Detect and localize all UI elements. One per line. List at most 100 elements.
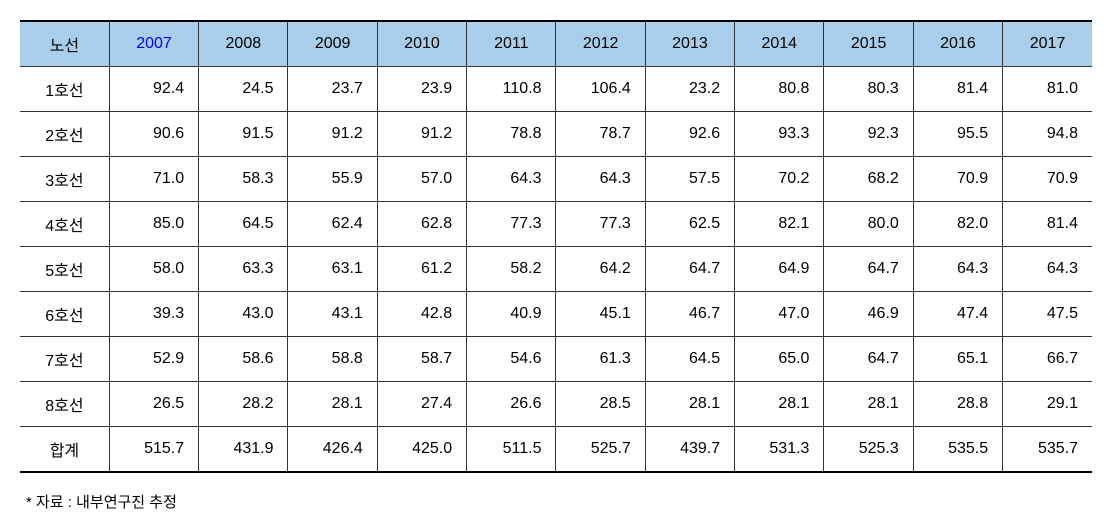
cell-value: 23.2 (645, 67, 734, 112)
cell-value: 78.7 (556, 112, 645, 157)
cell-value: 29.1 (1003, 382, 1092, 427)
table-row: 2호선90.691.591.291.278.878.792.693.392.39… (20, 112, 1092, 157)
table-row: 3호선71.058.355.957.064.364.357.570.268.27… (20, 157, 1092, 202)
row-label: 2호선 (20, 112, 109, 157)
cell-value: 70.9 (913, 157, 1002, 202)
cell-value: 62.8 (377, 202, 466, 247)
table-header-row: 노선20072008200920102011201220132014201520… (20, 21, 1092, 67)
cell-value: 525.7 (556, 427, 645, 473)
cell-value: 66.7 (1003, 337, 1092, 382)
cell-value: 525.3 (824, 427, 913, 473)
cell-value: 94.8 (1003, 112, 1092, 157)
cell-value: 63.3 (199, 247, 288, 292)
table-row: 7호선52.958.658.858.754.661.364.565.064.76… (20, 337, 1092, 382)
cell-value: 52.9 (109, 337, 198, 382)
cell-value: 47.4 (913, 292, 1002, 337)
cell-value: 46.9 (824, 292, 913, 337)
cell-value: 47.0 (735, 292, 824, 337)
cell-value: 45.1 (556, 292, 645, 337)
cell-value: 64.3 (913, 247, 1002, 292)
cell-value: 58.2 (467, 247, 556, 292)
row-label: 합계 (20, 427, 109, 473)
cell-value: 28.8 (913, 382, 1002, 427)
cell-value: 68.2 (824, 157, 913, 202)
cell-value: 46.7 (645, 292, 734, 337)
cell-value: 58.0 (109, 247, 198, 292)
cell-value: 64.7 (824, 247, 913, 292)
cell-value: 28.1 (288, 382, 377, 427)
cell-value: 58.8 (288, 337, 377, 382)
cell-value: 106.4 (556, 67, 645, 112)
column-header: 2011 (467, 21, 556, 67)
cell-value: 92.4 (109, 67, 198, 112)
cell-value: 64.3 (467, 157, 556, 202)
cell-value: 26.5 (109, 382, 198, 427)
cell-value: 80.0 (824, 202, 913, 247)
cell-value: 39.3 (109, 292, 198, 337)
column-header: 2009 (288, 21, 377, 67)
cell-value: 77.3 (467, 202, 556, 247)
cell-value: 43.1 (288, 292, 377, 337)
cell-value: 95.5 (913, 112, 1002, 157)
column-header: 2016 (913, 21, 1002, 67)
cell-value: 58.3 (199, 157, 288, 202)
cell-value: 63.1 (288, 247, 377, 292)
column-header: 2012 (556, 21, 645, 67)
row-label: 8호선 (20, 382, 109, 427)
cell-value: 70.2 (735, 157, 824, 202)
cell-value: 90.6 (109, 112, 198, 157)
column-header: 2008 (199, 21, 288, 67)
cell-value: 24.5 (199, 67, 288, 112)
cell-value: 65.0 (735, 337, 824, 382)
row-label: 3호선 (20, 157, 109, 202)
table-row: 6호선39.343.043.142.840.945.146.747.046.94… (20, 292, 1092, 337)
cell-value: 425.0 (377, 427, 466, 473)
row-label: 4호선 (20, 202, 109, 247)
cell-value: 92.6 (645, 112, 734, 157)
cell-value: 28.1 (735, 382, 824, 427)
cell-value: 61.3 (556, 337, 645, 382)
cell-value: 93.3 (735, 112, 824, 157)
cell-value: 57.0 (377, 157, 466, 202)
cell-value: 43.0 (199, 292, 288, 337)
row-label: 1호선 (20, 67, 109, 112)
cell-value: 40.9 (467, 292, 556, 337)
cell-value: 511.5 (467, 427, 556, 473)
table-row: 4호선85.064.562.462.877.377.362.582.180.08… (20, 202, 1092, 247)
cell-value: 439.7 (645, 427, 734, 473)
cell-value: 515.7 (109, 427, 198, 473)
cell-value: 28.5 (556, 382, 645, 427)
cell-value: 47.5 (1003, 292, 1092, 337)
table-row: 1호선92.424.523.723.9110.8106.423.280.880.… (20, 67, 1092, 112)
cell-value: 26.6 (467, 382, 556, 427)
cell-value: 535.7 (1003, 427, 1092, 473)
cell-value: 82.1 (735, 202, 824, 247)
cell-value: 61.2 (377, 247, 466, 292)
cell-value: 42.8 (377, 292, 466, 337)
cell-value: 54.6 (467, 337, 556, 382)
table-row: 8호선26.528.228.127.426.628.528.128.128.12… (20, 382, 1092, 427)
cell-value: 91.2 (377, 112, 466, 157)
cell-value: 431.9 (199, 427, 288, 473)
row-label: 7호선 (20, 337, 109, 382)
cell-value: 28.1 (645, 382, 734, 427)
table-row: 합계515.7431.9426.4425.0511.5525.7439.7531… (20, 427, 1092, 473)
cell-value: 28.1 (824, 382, 913, 427)
cell-value: 80.8 (735, 67, 824, 112)
cell-value: 28.2 (199, 382, 288, 427)
cell-value: 531.3 (735, 427, 824, 473)
cell-value: 92.3 (824, 112, 913, 157)
column-header: 2017 (1003, 21, 1092, 67)
column-header: 2013 (645, 21, 734, 67)
row-label: 6호선 (20, 292, 109, 337)
column-header: 노선 (20, 21, 109, 67)
cell-value: 65.1 (913, 337, 1002, 382)
data-table: 노선20072008200920102011201220132014201520… (20, 20, 1092, 473)
table-row: 5호선58.063.363.161.258.264.264.764.964.76… (20, 247, 1092, 292)
cell-value: 81.4 (913, 67, 1002, 112)
cell-value: 78.8 (467, 112, 556, 157)
cell-value: 64.5 (645, 337, 734, 382)
column-header: 2015 (824, 21, 913, 67)
cell-value: 77.3 (556, 202, 645, 247)
cell-value: 81.0 (1003, 67, 1092, 112)
